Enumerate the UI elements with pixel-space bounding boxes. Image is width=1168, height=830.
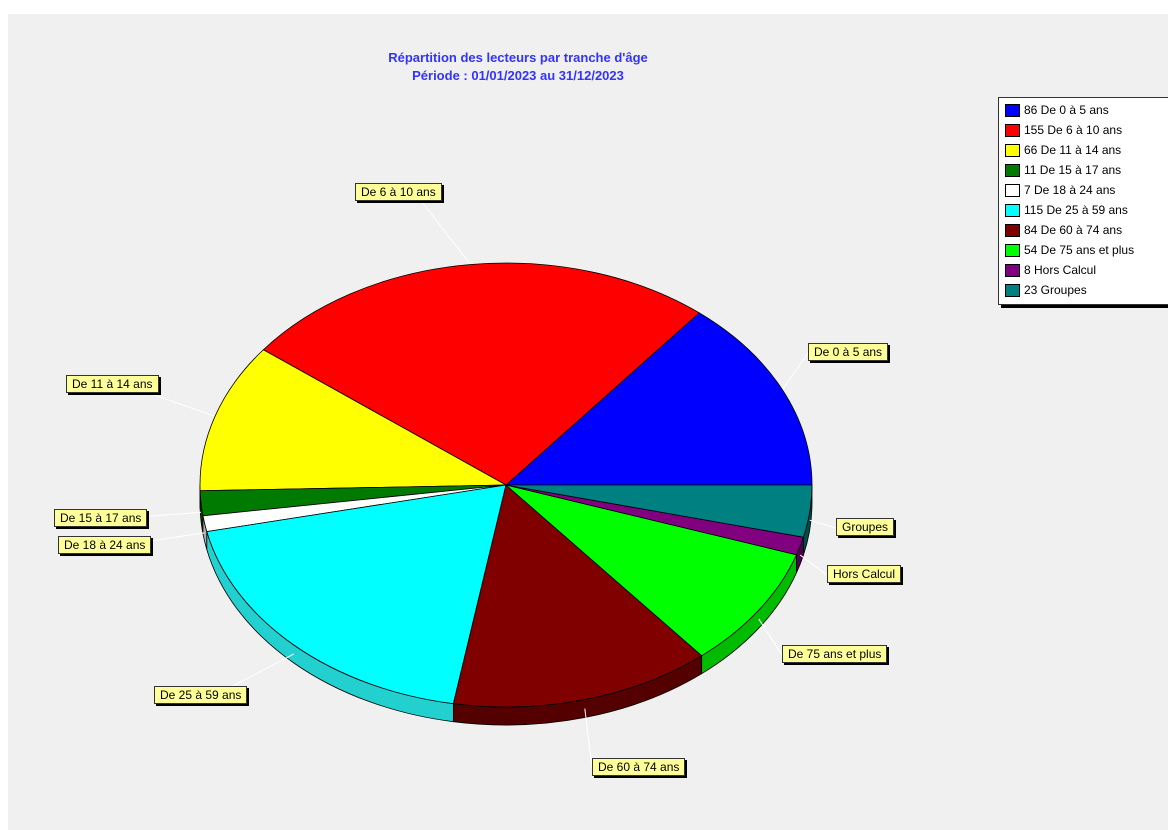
legend-swatch (1005, 123, 1020, 137)
pie-slice-de-25-a-59-ans[interactable] (206, 484, 507, 705)
legend-swatch (1005, 263, 1020, 277)
legend-label: 54 De 75 ans et plus (1024, 243, 1135, 257)
pie-slice-de-6-a-10-ans[interactable] (262, 262, 700, 486)
legend-swatch (1005, 243, 1020, 257)
chart-title: Répartition des lecteurs par tranche d'â… (388, 50, 648, 65)
legend-item-hors-calcul: 8 Hors Calcul (1005, 260, 1168, 280)
legend-item-de-25-a-59-ans: 115 De 25 à 59 ans (1005, 200, 1168, 220)
legend: 86 De 0 à 5 ans 155 De 6 à 10 ans 66 De 11… (998, 97, 1168, 305)
pie-slice-de-75-ans-et-plus[interactable] (505, 484, 798, 657)
leader-line-de-6-a-10-ans (414, 192, 471, 265)
leader-line-hors-calcul (799, 554, 828, 576)
chart-subtitle: Période : 01/01/2023 au 31/12/2023 (412, 68, 624, 83)
slice-label-de-25-a-59-ans: De 25 à 59 ans (154, 686, 248, 704)
legend-item-de-0-a-5-ans: 86 De 0 à 5 ans (1005, 100, 1168, 120)
legend-swatch (1005, 223, 1020, 237)
legend-item-de-60-a-74-ans: 84 De 60 à 74 ans (1005, 220, 1168, 240)
slice-label-groupes: Groupes (836, 518, 895, 536)
legend-item-de-15-a-17-ans: 11 De 15 à 17 ans (1005, 160, 1168, 180)
slice-label-de-0-a-5-ans: De 0 à 5 ans (808, 343, 889, 361)
legend-label: 7 De 18 à 24 ans (1024, 183, 1116, 197)
slice-label-de-18-a-24-ans: De 18 à 24 ans (58, 536, 152, 554)
leader-line-de-0-a-5-ans (781, 352, 809, 390)
legend-label: 11 De 15 à 17 ans (1024, 163, 1122, 177)
legend-label: 8 Hors Calcul (1024, 263, 1097, 277)
legend-item-groupes: 23 Groupes (1005, 280, 1168, 300)
legend-label: 66 De 11 à 14 ans (1024, 143, 1122, 157)
legend-swatch (1005, 143, 1020, 157)
legend-swatch (1005, 183, 1020, 197)
legend-label: 115 De 25 à 59 ans (1024, 203, 1128, 217)
slice-label-de-60-a-74-ans: De 60 à 74 ans (592, 758, 686, 776)
legend-label: 86 De 0 à 5 ans (1024, 103, 1109, 117)
pie-slice-de-11-a-14-ans[interactable] (199, 349, 508, 492)
pie-slice-de-0-a-5-ans[interactable] (504, 312, 813, 486)
legend-label: 23 Groupes (1024, 283, 1087, 297)
legend-item-de-75-ans-et-plus: 54 De 75 ans et plus (1005, 240, 1168, 260)
legend-item-de-11-a-14-ans: 66 De 11 à 14 ans (1005, 140, 1168, 160)
legend-swatch (1005, 203, 1020, 217)
leader-line-de-60-a-74-ans (584, 708, 593, 769)
pie-slice-groupes[interactable] (505, 484, 813, 538)
legend-item-de-18-a-24-ans: 7 De 18 à 24 ans (1005, 180, 1168, 200)
legend-item-de-6-a-10-ans: 155 De 6 à 10 ans (1005, 120, 1168, 140)
slice-label-de-75-ans-et-plus: De 75 ans et plus (782, 645, 888, 663)
slice-label-de-11-a-14-ans: De 11 à 14 ans (66, 375, 159, 393)
legend-label: 84 De 60 à 74 ans (1024, 223, 1123, 237)
leader-line-de-75-ans-et-plus (758, 618, 783, 656)
slice-label-de-15-a-17-ans: De 15 à 17 ans (54, 509, 148, 527)
slice-label-hors-calcul: Hors Calcul (827, 565, 902, 583)
legend-swatch (1005, 283, 1020, 297)
legend-swatch (1005, 163, 1020, 177)
legend-swatch (1005, 103, 1020, 117)
pie-chart (113, 192, 837, 769)
pie-slice-de-60-a-74-ans[interactable] (452, 484, 703, 708)
legend-label: 155 De 6 à 10 ans (1024, 123, 1123, 137)
slice-label-de-6-a-10-ans: De 6 à 10 ans (355, 183, 442, 201)
chart-panel: Répartition des lecteurs par tranche d'â… (8, 14, 1168, 830)
leader-line-groupes (809, 519, 837, 529)
